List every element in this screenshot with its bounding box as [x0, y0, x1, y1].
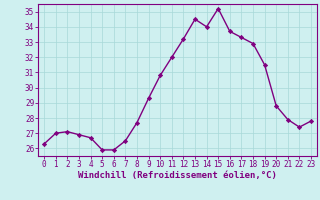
- X-axis label: Windchill (Refroidissement éolien,°C): Windchill (Refroidissement éolien,°C): [78, 171, 277, 180]
